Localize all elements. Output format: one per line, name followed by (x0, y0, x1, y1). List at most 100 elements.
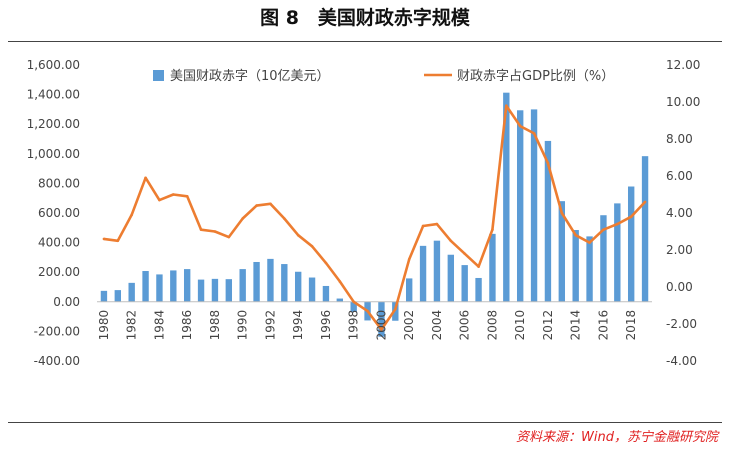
x-axis: 1980 1982 1984 1986 1988 1990 1992 1994 1996 1998… (97, 310, 638, 341)
bar-1990 (239, 269, 246, 302)
line-point-1999 (366, 309, 369, 313)
right-tick-label: 0.00 (666, 280, 693, 294)
legend-bar-label: 美国财政赤字（10亿美元） (170, 69, 330, 84)
line-point-2007 (477, 265, 480, 268)
right-tick-label: 4.00 (666, 206, 693, 220)
bar-2018 (627, 186, 635, 302)
x-tick-label: 1996 (319, 310, 333, 341)
x-tick-label: 1980 (97, 310, 111, 341)
line-point-2013 (560, 211, 564, 215)
right-tick-label: 10.00 (666, 95, 700, 109)
line-point-2006 (463, 252, 466, 255)
line-point-2019 (643, 200, 647, 204)
line-point-1997 (338, 280, 342, 283)
line-point-1981 (116, 239, 120, 243)
x-tick-label: 1988 (208, 310, 222, 341)
bar-2007 (475, 277, 482, 302)
line-point-2002 (407, 257, 411, 261)
top-divider (8, 41, 722, 42)
bar-1980 (100, 290, 108, 302)
left-tick-label: -400.00 (34, 354, 80, 368)
line-point-1991 (255, 204, 258, 207)
bar-2016 (600, 215, 607, 302)
right-tick-label: 6.00 (666, 169, 693, 183)
bar-1993 (281, 264, 288, 302)
x-tick-label: 2010 (513, 310, 527, 341)
legend: 美国财政赤字（10亿美元） 财政赤字占GDP比例（%） (153, 69, 614, 84)
bar-1982 (128, 282, 135, 302)
x-tick-label: 1994 (291, 310, 305, 341)
x-tick-label: 2012 (541, 310, 555, 341)
left-tick-label: 0.00 (53, 295, 80, 309)
bar-2010 (516, 110, 524, 302)
legend-line-label: 财政赤字占GDP比例（%） (457, 69, 614, 84)
line-point-1996 (324, 261, 328, 265)
bar-2000 (378, 301, 385, 337)
line-point-2012 (546, 161, 550, 165)
left-tick-label: -200.00 (34, 324, 80, 338)
x-tick-label: 2006 (458, 310, 472, 341)
left-axis: -400.00 -200.00 0.00 200.00 400.00 600.00 800.… (27, 58, 80, 368)
line-point-1986 (185, 195, 189, 198)
bar-1986 (183, 269, 191, 302)
bar-1987 (197, 279, 205, 302)
bar-2006 (461, 265, 468, 302)
x-tick-label: 2014 (569, 310, 583, 341)
left-tick-label: 1,200.00 (27, 117, 80, 131)
left-tick-label: 600.00 (38, 206, 80, 220)
bar-2008 (489, 233, 496, 302)
line-point-2011 (532, 132, 536, 135)
x-tick-label: 1992 (263, 310, 277, 341)
line-point-2014 (574, 233, 577, 237)
bar-2003 (419, 245, 427, 302)
source-note: 资料来源：Wind，苏宁金融研究院 (516, 430, 718, 445)
line-point-2015 (588, 241, 591, 244)
bar-2015 (586, 236, 593, 302)
line-point-1994 (296, 233, 300, 237)
bar-2019 (641, 156, 649, 302)
line-point-2018 (629, 215, 633, 218)
line-point-1985 (172, 193, 175, 196)
line-point-1988 (213, 230, 217, 233)
bottom-divider (8, 422, 722, 423)
x-tick-label: 2004 (430, 310, 444, 341)
x-tick-label: 1982 (125, 310, 139, 341)
deficit-gdp-line (103, 104, 647, 331)
line-point-2017 (616, 222, 619, 226)
left-tick-label: 400.00 (38, 236, 80, 250)
right-tick-label: -4.00 (666, 354, 697, 368)
line-point-1989 (227, 235, 231, 239)
bar-1995 (308, 277, 316, 302)
line-point-2000 (380, 328, 383, 331)
bar-1989 (225, 279, 233, 302)
bar-1998 (350, 301, 357, 313)
bar-2017 (614, 203, 621, 302)
x-tick-label: 1984 (152, 310, 166, 341)
x-tick-label: 2008 (485, 310, 499, 341)
line-point-1987 (199, 228, 203, 231)
bar-1992 (267, 258, 274, 302)
x-tick-label: 1998 (347, 310, 361, 341)
line-point-2005 (449, 239, 453, 243)
line-point-1983 (144, 176, 147, 180)
bar-1988 (211, 278, 219, 302)
right-tick-label: 2.00 (666, 243, 693, 257)
x-tick-label: 2018 (624, 310, 638, 341)
bar-2002 (405, 278, 413, 302)
right-axis: -4.00 -2.00 0.00 2.00 4.00 6.00 8.00 10.00 12.00 (666, 58, 700, 368)
bar-1996 (322, 285, 330, 302)
line-point-2004 (435, 222, 439, 226)
line-point-2016 (602, 228, 605, 231)
line-point-2001 (394, 307, 397, 311)
legend-bar-swatch (153, 70, 164, 81)
bar-1994 (294, 271, 302, 302)
line-point-1993 (283, 217, 286, 220)
bar-1985 (170, 270, 177, 302)
line-point-1998 (352, 300, 355, 304)
bar-1983 (142, 271, 149, 302)
bar-2014 (572, 230, 579, 302)
x-tick-label: 1990 (236, 310, 250, 341)
right-tick-label: -2.00 (666, 317, 697, 331)
line-point-1995 (310, 245, 314, 248)
